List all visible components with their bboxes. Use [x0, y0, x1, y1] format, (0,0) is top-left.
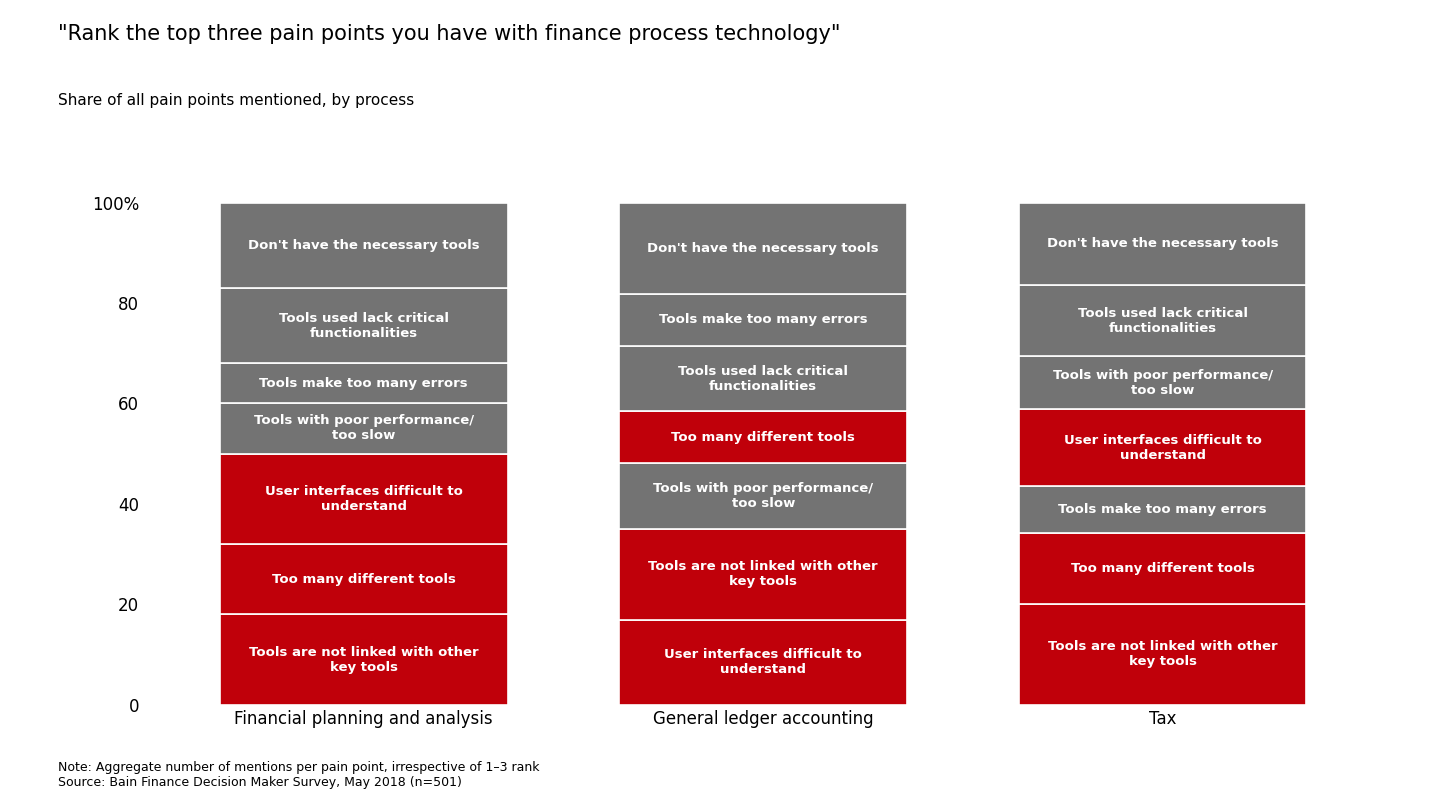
Bar — [1020, 409, 1306, 486]
Bar — [1020, 356, 1306, 409]
Text: Tools make too many errors: Tools make too many errors — [660, 313, 867, 326]
Bar — [619, 529, 907, 620]
Bar — [619, 463, 907, 529]
Bar — [220, 454, 507, 544]
Bar — [1020, 604, 1306, 705]
Text: Don't have the necessary tools: Don't have the necessary tools — [1047, 237, 1279, 250]
Text: Tools with poor performance/
too slow: Tools with poor performance/ too slow — [253, 415, 474, 442]
Bar — [1020, 202, 1306, 285]
Text: Tools used lack critical
functionalities: Tools used lack critical functionalities — [279, 312, 449, 339]
Text: Tools with poor performance/
too slow: Tools with poor performance/ too slow — [654, 482, 873, 510]
Bar — [220, 614, 507, 705]
Text: User interfaces difficult to
understand: User interfaces difficult to understand — [664, 648, 863, 676]
Bar — [1020, 533, 1306, 604]
Text: Tools are not linked with other
key tools: Tools are not linked with other key tool… — [648, 561, 878, 588]
Text: User interfaces difficult to
understand: User interfaces difficult to understand — [265, 485, 462, 513]
Bar — [1020, 486, 1306, 533]
Bar — [619, 346, 907, 411]
Bar — [619, 411, 907, 463]
Bar — [220, 403, 507, 454]
Text: Tools are not linked with other
key tools: Tools are not linked with other key tool… — [249, 646, 478, 673]
Text: Note: Aggregate number of mentions per pain point, irrespective of 1–3 rank
Sour: Note: Aggregate number of mentions per p… — [58, 761, 539, 790]
Bar — [220, 202, 507, 288]
Text: Too many different tools: Too many different tools — [1071, 562, 1254, 575]
Text: Tools with poor performance/
too slow: Tools with poor performance/ too slow — [1053, 369, 1273, 397]
Text: Tools make too many errors: Tools make too many errors — [1058, 503, 1267, 516]
Text: Don't have the necessary tools: Don't have the necessary tools — [648, 241, 878, 254]
Text: Tools are not linked with other
key tools: Tools are not linked with other key tool… — [1048, 641, 1277, 668]
Bar — [619, 202, 907, 294]
Bar — [220, 544, 507, 614]
Text: Don't have the necessary tools: Don't have the necessary tools — [248, 239, 480, 252]
Bar — [220, 363, 507, 403]
Text: Too many different tools: Too many different tools — [671, 431, 855, 444]
Bar — [619, 294, 907, 346]
Bar — [220, 288, 507, 363]
Text: User interfaces difficult to
understand: User interfaces difficult to understand — [1064, 433, 1261, 462]
Text: "Rank the top three pain points you have with finance process technology": "Rank the top three pain points you have… — [58, 24, 840, 45]
Text: Tools make too many errors: Tools make too many errors — [259, 377, 468, 390]
Text: Tools used lack critical
functionalities: Tools used lack critical functionalities — [1077, 307, 1247, 335]
Text: Share of all pain points mentioned, by process: Share of all pain points mentioned, by p… — [58, 93, 413, 109]
Text: Too many different tools: Too many different tools — [272, 573, 455, 586]
Bar — [619, 620, 907, 705]
Bar — [1020, 285, 1306, 356]
Text: Tools used lack critical
functionalities: Tools used lack critical functionalities — [678, 364, 848, 393]
